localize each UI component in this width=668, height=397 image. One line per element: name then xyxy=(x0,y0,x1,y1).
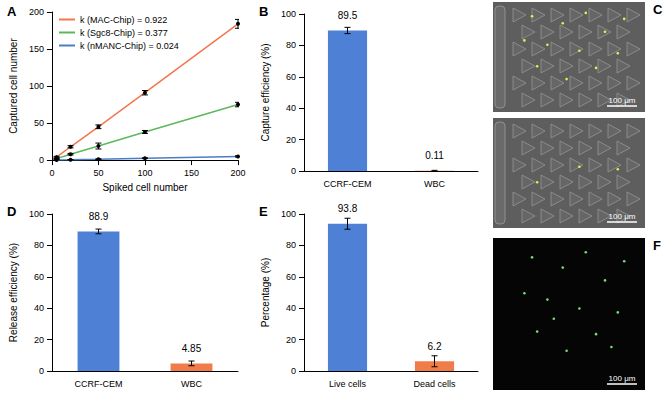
svg-text:WBC: WBC xyxy=(424,179,445,189)
svg-text:88.9: 88.9 xyxy=(89,211,109,222)
svg-text:Captured cell number: Captured cell number xyxy=(8,38,19,134)
svg-text:80: 80 xyxy=(286,240,296,250)
svg-text:93.8: 93.8 xyxy=(338,203,358,214)
svg-text:CCRF-CEM: CCRF-CEM xyxy=(324,179,372,189)
svg-text:6.2: 6.2 xyxy=(428,341,442,352)
svg-text:0: 0 xyxy=(39,155,44,165)
svg-text:20: 20 xyxy=(34,335,44,345)
svg-text:89.5: 89.5 xyxy=(338,10,358,21)
svg-text:0: 0 xyxy=(49,168,54,178)
svg-text:E: E xyxy=(259,204,268,219)
svg-text:D: D xyxy=(7,204,16,219)
svg-text:0: 0 xyxy=(291,366,296,376)
svg-text:60: 60 xyxy=(286,72,296,82)
svg-text:Percentage (%): Percentage (%) xyxy=(260,258,271,327)
svg-text:100: 100 xyxy=(29,81,44,91)
svg-text:0: 0 xyxy=(39,366,44,376)
svg-text:C: C xyxy=(653,2,663,17)
svg-text:WBC: WBC xyxy=(181,379,202,389)
svg-text:20: 20 xyxy=(286,135,296,145)
svg-text:80: 80 xyxy=(286,40,296,50)
svg-text:Dead cells: Dead cells xyxy=(413,379,456,389)
svg-text:100 μm: 100 μm xyxy=(609,96,636,105)
svg-text:100: 100 xyxy=(281,9,296,19)
svg-text:100 μm: 100 μm xyxy=(609,212,636,221)
svg-text:100: 100 xyxy=(29,209,44,219)
svg-text:200: 200 xyxy=(230,168,245,178)
svg-text:50: 50 xyxy=(34,118,44,128)
svg-text:60: 60 xyxy=(286,272,296,282)
svg-text:B: B xyxy=(259,4,268,19)
svg-text:20: 20 xyxy=(286,335,296,345)
svg-text:40: 40 xyxy=(286,303,296,313)
svg-text:100 μm: 100 μm xyxy=(609,374,636,383)
svg-text:150: 150 xyxy=(29,44,44,54)
svg-text:50: 50 xyxy=(93,168,103,178)
svg-text:80: 80 xyxy=(34,240,44,250)
svg-text:k (MAC-Chip) = 0.922: k (MAC-Chip) = 0.922 xyxy=(80,15,167,25)
svg-text:60: 60 xyxy=(34,272,44,282)
svg-text:CCRF-CEM: CCRF-CEM xyxy=(75,379,123,389)
svg-text:Live cells: Live cells xyxy=(329,379,367,389)
svg-text:200: 200 xyxy=(29,7,44,17)
svg-text:150: 150 xyxy=(184,168,199,178)
svg-text:40: 40 xyxy=(286,103,296,113)
svg-text:A: A xyxy=(7,4,17,19)
svg-text:100: 100 xyxy=(281,209,296,219)
svg-text:0: 0 xyxy=(291,166,296,176)
svg-text:Capture efficiency (%): Capture efficiency (%) xyxy=(260,43,271,141)
svg-text:100: 100 xyxy=(137,168,152,178)
svg-text:40: 40 xyxy=(34,303,44,313)
svg-text:k (Sgc8-Chip) = 0.377: k (Sgc8-Chip) = 0.377 xyxy=(80,28,168,38)
svg-text:Spiked cell number: Spiked cell number xyxy=(102,182,188,193)
svg-text:4.85: 4.85 xyxy=(182,343,202,354)
svg-text:0.11: 0.11 xyxy=(425,150,444,161)
svg-text:F: F xyxy=(653,238,661,253)
svg-text:Release efficiency (%): Release efficiency (%) xyxy=(8,243,19,342)
svg-text:k (nMANC-Chip) = 0.024: k (nMANC-Chip) = 0.024 xyxy=(80,41,179,51)
